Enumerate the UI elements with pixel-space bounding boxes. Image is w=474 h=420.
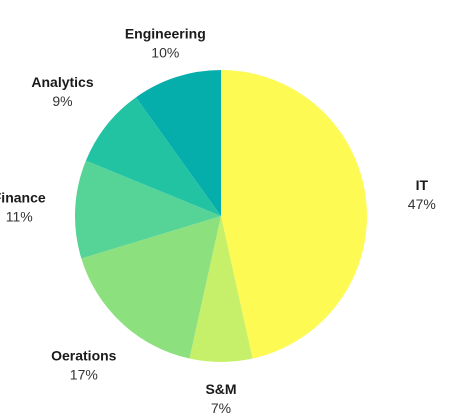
- pie-slices: [75, 70, 367, 362]
- pie-slice-s-m: [189, 216, 253, 362]
- pie-labels: IT 47% S&M 7% Oerations 17% Finance 11% Analytic…: [0, 26, 436, 416]
- slice-label-s-m: S&M: [205, 381, 236, 397]
- pie-slice-oerations: [81, 216, 221, 359]
- pie-slice-analytics: [85, 97, 222, 216]
- slice-label-analytics: Analytics: [31, 74, 93, 90]
- slice-label-engineering: Engineering: [125, 26, 206, 42]
- slice-value-s-m: 7%: [211, 400, 231, 416]
- slice-label-oerations: Oerations: [51, 347, 117, 363]
- slice-value-oerations: 17%: [70, 366, 98, 382]
- slice-value-analytics: 9%: [52, 93, 72, 109]
- pie-slice-finance: [75, 160, 221, 259]
- slice-label-finance: Finance: [0, 190, 46, 206]
- pie-slice-it: [221, 70, 367, 359]
- slice-label-it: IT: [416, 177, 429, 193]
- slice-value-finance: 11%: [6, 209, 33, 225]
- pie-slice-engineering: [135, 70, 221, 216]
- slice-value-it: 47%: [408, 196, 436, 212]
- slice-value-engineering: 10%: [151, 45, 179, 61]
